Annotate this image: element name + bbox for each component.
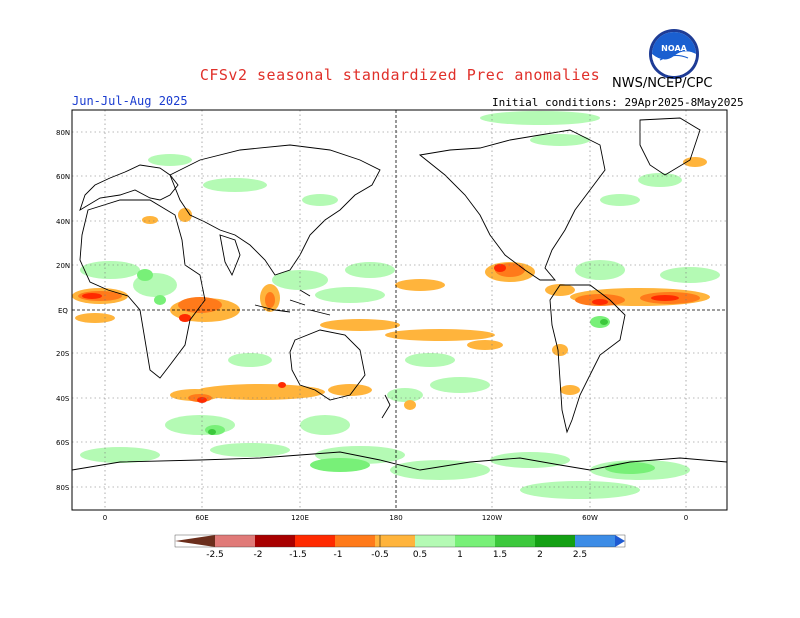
lon-label: 60E <box>195 514 208 522</box>
colorbar-swatch <box>415 535 455 547</box>
lon-label: 0 <box>684 514 688 522</box>
colorbar-label: -1.5 <box>289 550 307 560</box>
colorbar-label: 2.5 <box>573 550 587 560</box>
noaa-logo-text: NOAA <box>661 44 687 53</box>
map-frame <box>71 109 728 511</box>
lon-label: 0 <box>103 514 107 522</box>
dry-strong-areas <box>82 264 679 403</box>
colorbar-swatch <box>335 535 375 547</box>
agency-label: NWS/NCEP/CPC <box>612 76 713 91</box>
lon-label: 120W <box>482 514 502 522</box>
lon-label: 60W <box>582 514 598 522</box>
colorbar-label: 2 <box>537 550 543 560</box>
colorbar-swatch <box>295 535 335 547</box>
graticule <box>72 110 727 510</box>
noaa-logo: NOAA <box>649 29 699 79</box>
colorbar-swatch <box>175 535 215 547</box>
colorbar-label: -1 <box>334 550 343 560</box>
wet-moderate-areas <box>137 269 655 474</box>
lon-label: 120E <box>291 514 309 522</box>
lat-label: 80S <box>56 484 70 492</box>
colorbar-label: -2 <box>254 550 263 560</box>
lat-label: 20N <box>56 262 70 270</box>
season-label: Jun-Jul-Aug 2025 <box>72 94 188 108</box>
anomaly-shading <box>72 111 720 499</box>
colorbar-swatch <box>255 535 295 547</box>
lon-label: 180 <box>389 514 402 522</box>
lat-label: 60N <box>56 173 70 181</box>
colorbar-swatch <box>215 535 255 547</box>
lat-label: 80N <box>56 129 70 137</box>
wet-strong-areas <box>208 319 608 435</box>
lat-label: 40N <box>56 218 70 226</box>
lat-label: 20S <box>56 350 70 358</box>
colorbar-label: 0.5 <box>413 550 427 560</box>
initial-conditions-label: Initial conditions: 29Apr2025-8May2025 <box>492 96 744 109</box>
longitude-labels: 0 60E 120E 180 120W 60W 0 <box>103 514 688 522</box>
colorbar-swatch <box>455 535 495 547</box>
colorbar-label: -2.5 <box>206 550 224 560</box>
lat-label: EQ <box>58 307 68 315</box>
map-title: CFSv2 seasonal standardized Prec anomali… <box>199 66 601 84</box>
lat-label: 60S <box>56 439 70 447</box>
latitude-labels: 80N 60N 40N 20N EQ 20S 40S 60S 80S <box>56 129 70 492</box>
equator-dateline <box>72 110 727 510</box>
colorbar-label: 1 <box>457 550 463 560</box>
colorbar: -2.5 -2 -1.5 -1 -0.5 0.5 1 1.5 2 2.5 <box>174 534 626 560</box>
colorbar-swatch <box>535 535 575 547</box>
colorbar-swatch <box>575 535 615 547</box>
colorbar-label: 1.5 <box>493 550 507 560</box>
colorbar-swatch <box>615 535 625 547</box>
colorbar-swatch <box>375 535 415 547</box>
colorbar-swatch <box>495 535 535 547</box>
colorbar-label: -0.5 <box>371 550 389 560</box>
lat-label: 40S <box>56 395 70 403</box>
